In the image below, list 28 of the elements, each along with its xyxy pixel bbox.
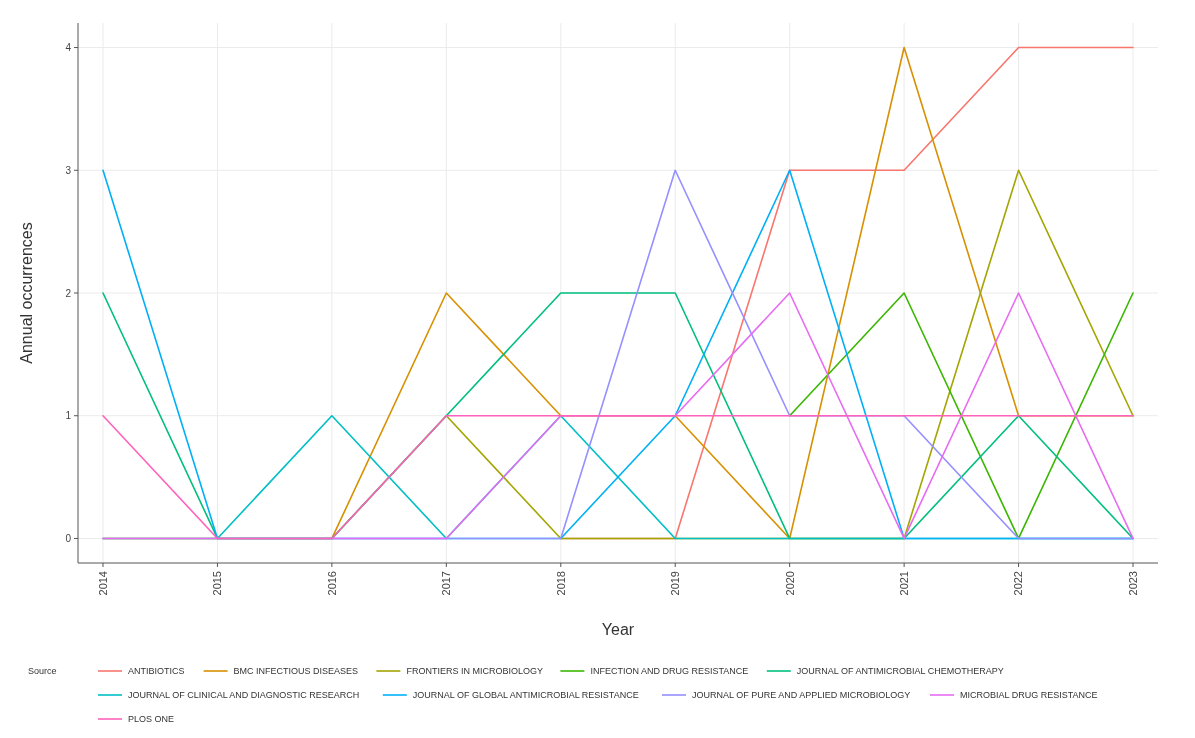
- x-tick-label: 2016: [325, 571, 338, 596]
- legend-label: MICROBIAL DRUG RESISTANCE: [960, 690, 1098, 701]
- x-tick-label: 2020: [783, 571, 796, 596]
- y-tick-label: 3: [65, 164, 72, 176]
- legend-label: INFECTION AND DRUG RESISTANCE: [590, 666, 749, 677]
- x-tick-label: 2018: [554, 571, 567, 596]
- legend-label: BMC INFECTIOUS DISEASES: [233, 666, 359, 677]
- x-tick-label: 2015: [211, 571, 224, 596]
- legend-label: JOURNAL OF ANTIMICROBIAL CHEMOTHERAPY: [796, 666, 1004, 677]
- y-tick-label: 4: [65, 42, 72, 54]
- x-axis-title: Year: [601, 621, 635, 638]
- y-tick-label: 2: [65, 287, 72, 299]
- y-tick-label: 1: [65, 410, 72, 422]
- legend-label: JOURNAL OF PURE AND APPLIED MICROBIOLOGY: [692, 690, 911, 701]
- x-tick-label: 2023: [1126, 571, 1139, 596]
- x-tick-label: 2017: [440, 571, 453, 596]
- legend-label: JOURNAL OF GLOBAL ANTIMICROBIAL RESISTANCE: [412, 690, 639, 701]
- y-axis-title: Annual occurrences: [18, 222, 35, 364]
- legend-label: JOURNAL OF CLINICAL AND DIAGNOSTIC RESEARCH: [128, 690, 360, 701]
- x-tick-label: 2014: [96, 571, 109, 596]
- x-tick-label: 2019: [669, 571, 682, 596]
- legend-title: Source: [28, 666, 57, 677]
- legend-label: PLOS ONE: [128, 714, 175, 725]
- legend-label: ANTIBIOTICS: [128, 666, 185, 677]
- x-tick-label: 2021: [897, 571, 910, 596]
- y-tick-label: 0: [65, 532, 72, 544]
- legend-label: FRONTIERS IN MICROBIOLOGY: [406, 666, 543, 677]
- x-tick-label: 2022: [1012, 571, 1025, 596]
